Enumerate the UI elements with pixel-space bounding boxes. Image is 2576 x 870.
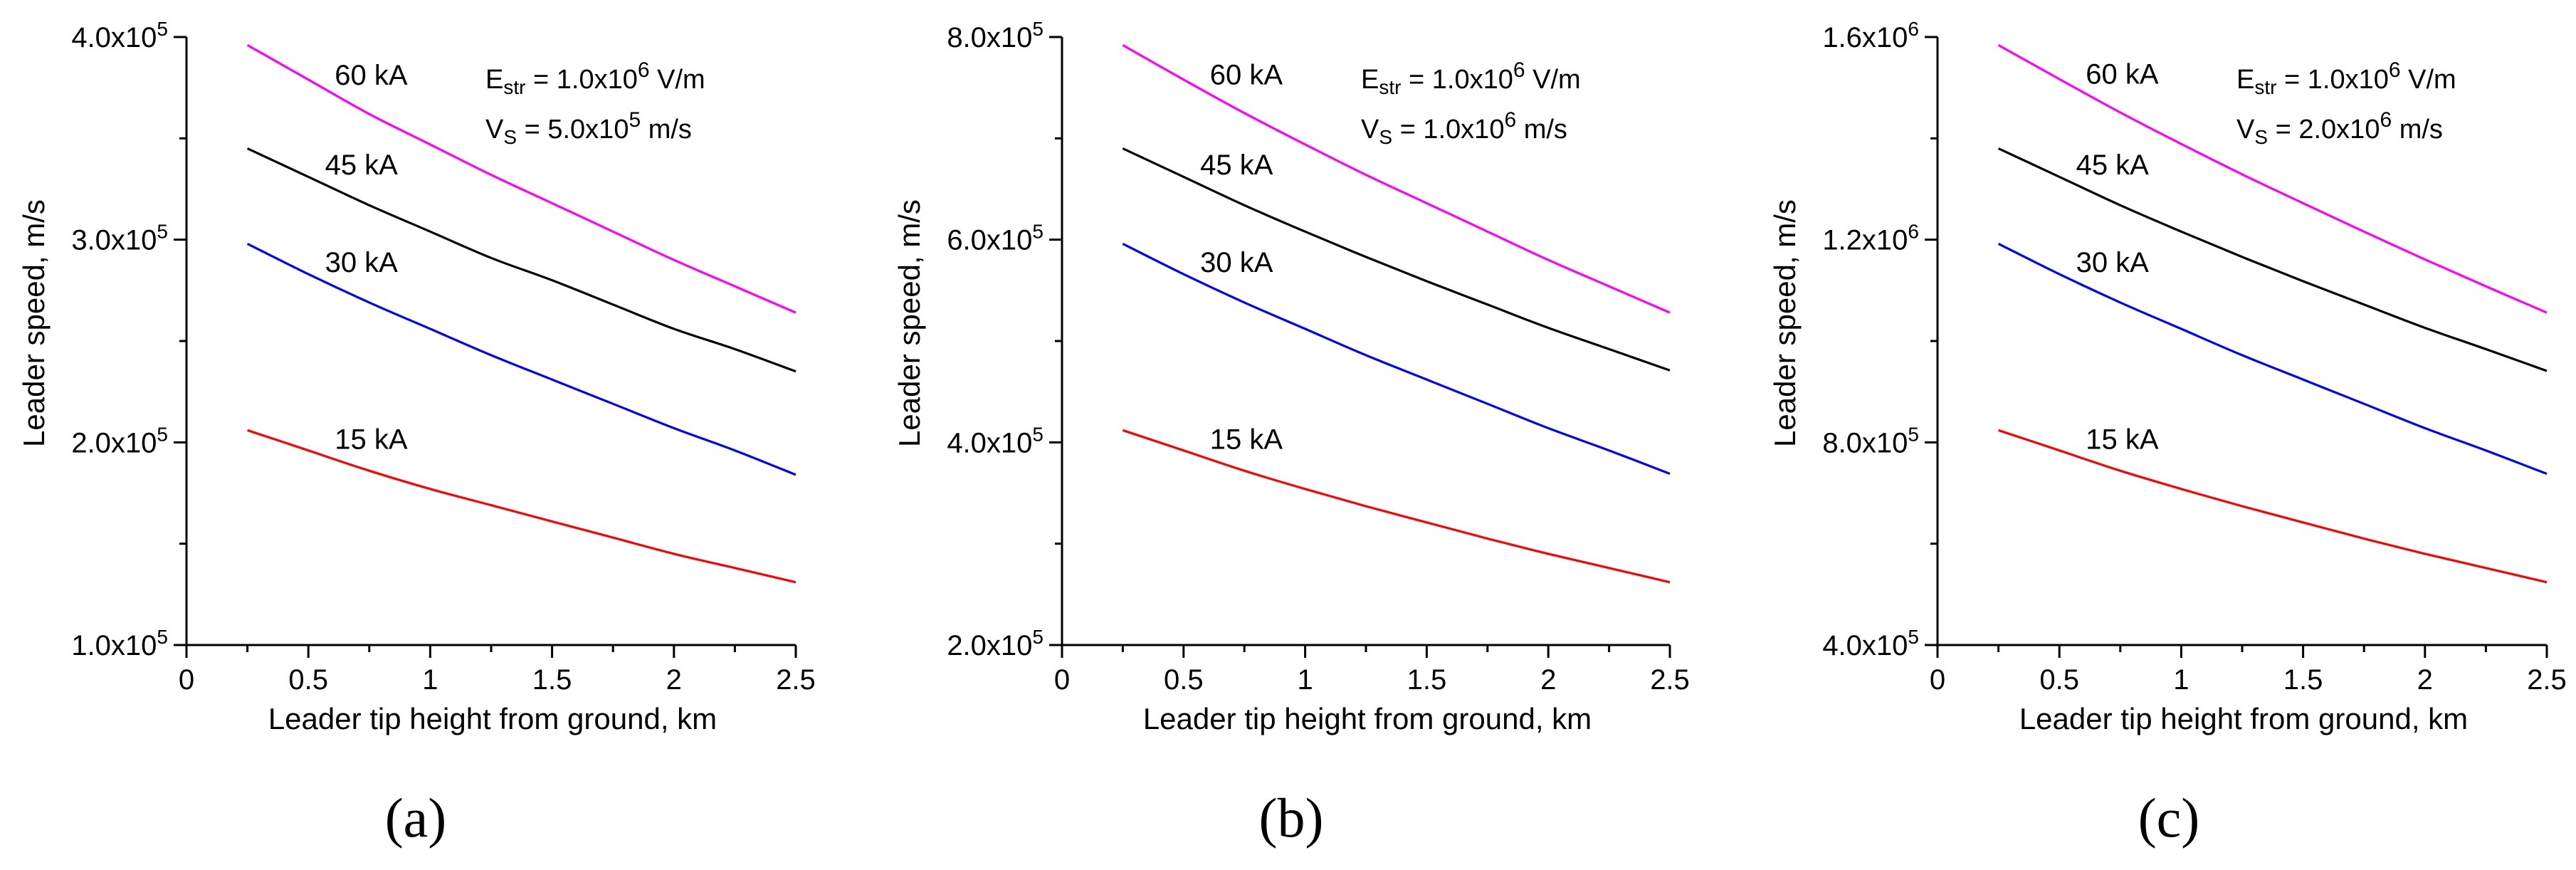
- x-tick-label: 2: [666, 664, 682, 696]
- y-axis-title: Leader speed, m/s: [1768, 199, 1802, 447]
- x-tick-label: 1: [422, 664, 438, 696]
- chart-panel-a: 0 0.5 1 1.5 2 2.5 1.0x105 2.0x105 3.0x105 4.0x105…: [17, 18, 816, 849]
- x-tick-label: 0.5: [1164, 664, 1204, 696]
- y-tick-label: 3.0x105: [71, 221, 168, 256]
- y-tick-label: 1.2x106: [1822, 221, 1919, 256]
- y-tick-label: 1.6x106: [1822, 18, 1919, 53]
- y-tick-label: 1.0x105: [71, 626, 168, 661]
- x-tick-label: 1: [2173, 664, 2189, 696]
- x-tick-label: 1.5: [1407, 664, 1447, 696]
- x-tick-label: 1.5: [532, 664, 572, 696]
- series-line-60-ka: [246, 44, 797, 314]
- annotation-line1: Estr = 1.0x106 V/m: [1361, 58, 1581, 98]
- series-line-30-ka: [246, 242, 797, 476]
- series-label: 45 kA: [325, 150, 399, 181]
- series-label: 15 kA: [1210, 424, 1283, 455]
- series-label: 60 kA: [335, 60, 408, 91]
- x-tick-label: 0.5: [2039, 664, 2079, 696]
- y-tick-label: 2.0x105: [947, 626, 1043, 661]
- y-tick-label: 4.0x105: [71, 18, 168, 53]
- x-tick-label: 2.5: [2527, 664, 2567, 696]
- series-line-45-ka: [246, 147, 797, 373]
- annotation-line2: VS = 2.0x106 m/s: [2236, 108, 2443, 148]
- series-line-15-ka: [1998, 429, 2548, 584]
- x-tick-label: 1: [1297, 664, 1313, 696]
- x-tick-label: 2: [2417, 664, 2433, 696]
- series-line-30-ka: [1997, 242, 2548, 475]
- series-line-30-ka: [1122, 242, 1671, 475]
- series-label: 30 kA: [325, 247, 399, 278]
- y-tick-label: 4.0x105: [1822, 626, 1919, 661]
- y-axis-title: Leader speed, m/s: [893, 199, 926, 447]
- y-tick-label: 8.0x105: [947, 18, 1043, 53]
- series-label: 45 kA: [2076, 150, 2150, 181]
- x-tick-label: 0.5: [288, 664, 328, 696]
- x-tick-label: 2: [1540, 664, 1556, 696]
- x-axis-title: Leader tip height from ground, km: [2019, 702, 2468, 735]
- series-line-15-ka: [247, 429, 797, 584]
- panel-label: (c): [2138, 787, 2200, 849]
- series-label: 60 kA: [1210, 59, 1283, 90]
- annotation-line1: Estr = 1.0x106 V/m: [485, 58, 705, 98]
- series-label: 30 kA: [1200, 247, 1273, 278]
- x-axis-title: Leader tip height from ground, km: [268, 702, 717, 735]
- series-label: 15 kA: [2086, 424, 2159, 455]
- x-tick-label: 0: [1930, 664, 1945, 696]
- y-tick-label: 4.0x105: [947, 423, 1043, 458]
- series-label: 45 kA: [1200, 150, 1273, 181]
- series-line-60-ka: [1122, 44, 1671, 314]
- series-label: 60 kA: [2086, 59, 2159, 90]
- series-line-15-ka: [1122, 429, 1671, 584]
- x-tick-label: 2.5: [1650, 664, 1690, 696]
- y-tick-label: 6.0x105: [947, 221, 1043, 256]
- y-tick-label: 2.0x105: [71, 423, 168, 458]
- y-axis-title: Leader speed, m/s: [17, 199, 51, 447]
- chart-panel-c: 0 0.5 1 1.5 2 2.5 4.0x105 8.0x105 1.2x106 1.6x106…: [1768, 18, 2567, 849]
- annotation-line2: VS = 5.0x105 m/s: [485, 108, 692, 148]
- x-axis-title: Leader tip height from ground, km: [1143, 702, 1592, 735]
- annotation-line2: VS = 1.0x106 m/s: [1361, 108, 1567, 148]
- x-tick-label: 1.5: [2283, 664, 2323, 696]
- annotation-line1: Estr = 1.0x106 V/m: [2236, 58, 2456, 98]
- panel-label: (a): [385, 787, 447, 849]
- x-tick-label: 0: [1054, 664, 1070, 696]
- chart-panel-b: 0 0.5 1 1.5 2 2.5 2.0x105 4.0x105 6.0x105 8.0x105…: [893, 18, 1690, 849]
- panel-label: (b): [1259, 787, 1324, 849]
- y-tick-label: 8.0x105: [1822, 423, 1919, 458]
- series-label: 30 kA: [2076, 247, 2150, 278]
- series-line-45-ka: [1122, 147, 1671, 372]
- series-line-60-ka: [1997, 43, 2548, 314]
- x-tick-label: 0: [179, 664, 194, 696]
- series-line-45-ka: [1997, 147, 2548, 372]
- x-tick-label: 2.5: [776, 664, 816, 696]
- series-label: 15 kA: [335, 424, 408, 455]
